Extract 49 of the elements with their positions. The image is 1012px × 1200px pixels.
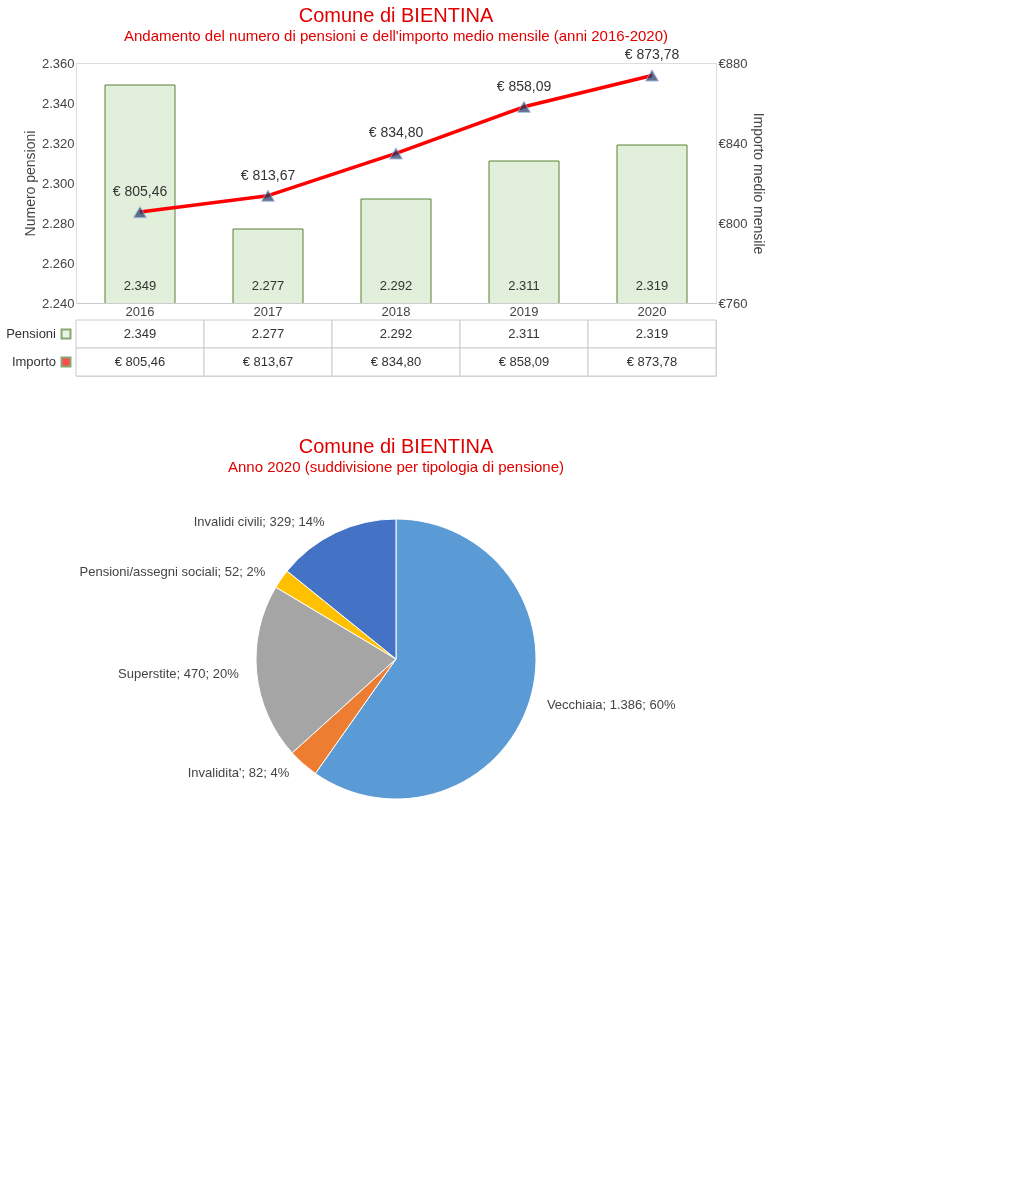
y-tick-label: 2.360 [41, 55, 75, 71]
legend-label: Importo [11, 354, 56, 369]
data-label: € 805,46 [114, 354, 166, 369]
y2-tick-label: €800 [718, 215, 748, 231]
x-tick-label: 2016 [125, 303, 155, 319]
data-label: € 873,78 [626, 354, 678, 369]
chart-subtitle: Anno 2020 (suddivisione per tipologia di pensione) [227, 458, 565, 475]
data-label: € 858,09 [498, 354, 550, 369]
y2-tick-label: €840 [718, 135, 748, 151]
y-tick-label: 2.280 [41, 215, 75, 231]
slice-label: Invalidi civili; 329; 14% [193, 513, 325, 529]
chart-subtitle: Andamento del numero di pensioni e dell'importo medio mensile (anni 2016-2020) [123, 27, 669, 45]
text: 2.349 [123, 278, 157, 293]
slice-label: Invalidita'; 82; 4% [187, 764, 290, 780]
data-label: 2.349 [123, 326, 157, 341]
data-label: 2.311 [508, 326, 540, 341]
y2-axis-title: Importo medio mensile [751, 112, 768, 255]
y-tick-label: 2.300 [41, 175, 75, 191]
chart-title: Comune di BIENTINA [298, 4, 494, 27]
text: € 873,78 [624, 46, 680, 63]
data-label: € 813,67 [242, 354, 294, 369]
text: 2.277 [251, 278, 285, 293]
x-tick-label: 2020 [637, 303, 667, 319]
text: € 813,67 [240, 166, 296, 183]
y-axis-title: Numero pensioni [21, 130, 38, 237]
legend-label: Pensioni [6, 326, 57, 341]
slice-label: Superstite; 470; 20% [118, 665, 240, 681]
y2-tick-label: €880 [718, 55, 748, 71]
text: 2.311 [508, 278, 540, 293]
x-tick-label: 2018 [381, 303, 411, 319]
x-tick-label: 2019 [509, 303, 539, 319]
data-label: 2.277 [251, 326, 285, 341]
x-tick-label: 2017 [253, 303, 283, 319]
data-label: 2.319 [635, 326, 669, 341]
text: 2.319 [635, 278, 669, 293]
y-tick-label: 2.340 [41, 95, 75, 111]
y2-tick-label: €760 [718, 295, 748, 311]
slice-label: Vecchiaia; 1.386; 60% [546, 696, 676, 712]
data-label: 2.292 [379, 326, 413, 341]
chart-title: Comune di BIENTINA [298, 435, 494, 457]
text: 2.292 [379, 278, 413, 293]
text: € 834,80 [368, 124, 424, 141]
slice-label: Pensioni/assegni sociali; 52; 2% [79, 564, 266, 580]
y-tick-label: 2.260 [41, 255, 75, 271]
text: € 805,46 [112, 183, 168, 200]
y-tick-label: 2.240 [41, 295, 75, 311]
y-tick-label: 2.320 [41, 135, 75, 151]
data-label: € 834,80 [370, 354, 422, 369]
text: € 858,09 [496, 77, 552, 94]
